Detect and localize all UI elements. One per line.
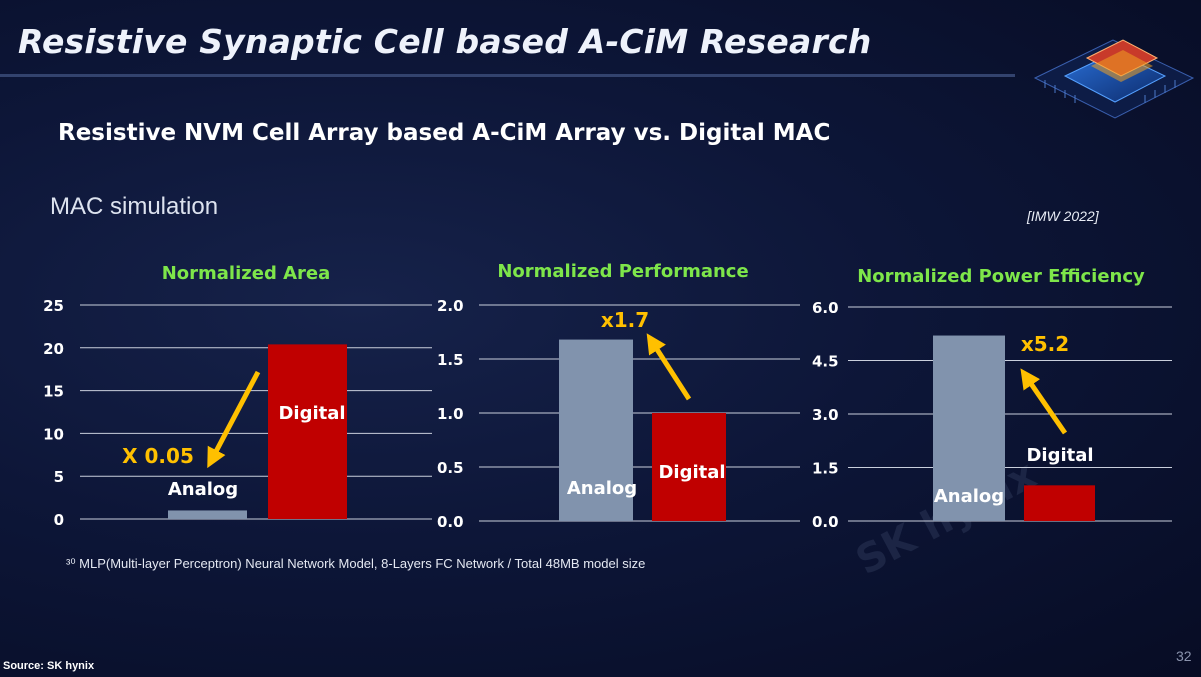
y-tick-label: 0.5 [437, 459, 464, 477]
bar-label: Digital [278, 403, 345, 424]
bar-label: Digital [658, 462, 725, 483]
bar-label: Analog [934, 486, 1004, 507]
slide-title: Resistive Synaptic Cell based A-CiM Rese… [18, 22, 872, 61]
y-tick-label: 20 [43, 340, 64, 358]
bar-label: Analog [168, 479, 238, 500]
reference-citation: [IMW 2022] [1027, 208, 1099, 224]
annotation-arrow [1020, 368, 1068, 435]
section-label: MAC simulation [50, 193, 219, 220]
bar-digital [1024, 485, 1095, 521]
annotation-arrow [207, 370, 261, 469]
chart-title: Normalized Power Efficiency [857, 266, 1145, 287]
annotation-arrow [646, 333, 692, 401]
bar-label: Analog [567, 478, 637, 499]
title-divider [0, 74, 1015, 77]
y-tick-label: 1.0 [437, 405, 464, 423]
y-tick-label: 0.0 [437, 513, 464, 531]
y-tick-label: 2.0 [437, 297, 464, 315]
bar-analog [933, 335, 1005, 521]
annotation-text: X 0.05 [122, 444, 194, 468]
y-tick-label: 1.5 [437, 351, 464, 369]
slide-subtitle: Resistive NVM Cell Array based A-CiM Arr… [58, 120, 831, 146]
source-label: Source: SK hynix [3, 660, 95, 672]
bar-label: Digital [1026, 445, 1093, 466]
y-tick-label: 0 [54, 511, 64, 529]
y-tick-label: 6.0 [812, 299, 839, 317]
y-tick-label: 3.0 [812, 406, 839, 424]
y-tick-label: 25 [43, 297, 64, 315]
bar-digital [268, 344, 347, 519]
chart-title: Normalized Performance [497, 261, 748, 282]
bar-analog [559, 339, 633, 521]
page-number: 32 [1176, 648, 1192, 664]
annotation-text: x1.7 [601, 308, 649, 332]
y-tick-label: 15 [43, 383, 64, 401]
bar-digital [652, 413, 726, 521]
y-tick-label: 4.5 [812, 353, 839, 371]
annotation-text: x5.2 [1021, 332, 1069, 356]
y-tick-label: 10 [43, 425, 64, 443]
chart-title: Normalized Area [162, 263, 331, 284]
bar-analog [168, 510, 247, 519]
y-tick-label: 1.5 [812, 460, 839, 478]
chip-icon [1033, 39, 1195, 119]
footnote: ³⁰ MLP(Multi-layer Perceptron) Neural Ne… [66, 556, 646, 571]
y-tick-label: 5 [54, 468, 64, 486]
y-tick-label: 0.0 [812, 513, 839, 531]
